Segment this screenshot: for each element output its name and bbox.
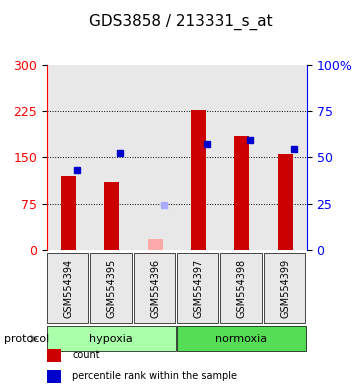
Bar <box>90 65 134 250</box>
Bar <box>234 136 249 250</box>
Bar <box>47 65 90 250</box>
Text: GDS3858 / 213331_s_at: GDS3858 / 213331_s_at <box>89 13 272 30</box>
Text: count: count <box>72 350 100 360</box>
Bar <box>177 65 220 250</box>
Bar <box>134 65 177 250</box>
Bar <box>191 109 206 250</box>
Text: GSM554399: GSM554399 <box>280 258 290 318</box>
Text: GSM554397: GSM554397 <box>193 258 204 318</box>
Bar <box>61 176 76 250</box>
Text: protocol: protocol <box>4 334 49 344</box>
Bar <box>104 182 119 250</box>
Text: GSM554396: GSM554396 <box>150 258 160 318</box>
Bar <box>278 154 293 250</box>
Text: GSM554398: GSM554398 <box>237 258 247 318</box>
Bar <box>220 65 264 250</box>
Text: GSM554395: GSM554395 <box>107 258 117 318</box>
Text: GSM554394: GSM554394 <box>64 258 74 318</box>
Text: percentile rank within the sample: percentile rank within the sample <box>72 371 237 381</box>
Bar <box>264 65 307 250</box>
Text: normoxia: normoxia <box>215 334 268 344</box>
Text: hypoxia: hypoxia <box>90 334 133 344</box>
Bar <box>148 238 163 250</box>
